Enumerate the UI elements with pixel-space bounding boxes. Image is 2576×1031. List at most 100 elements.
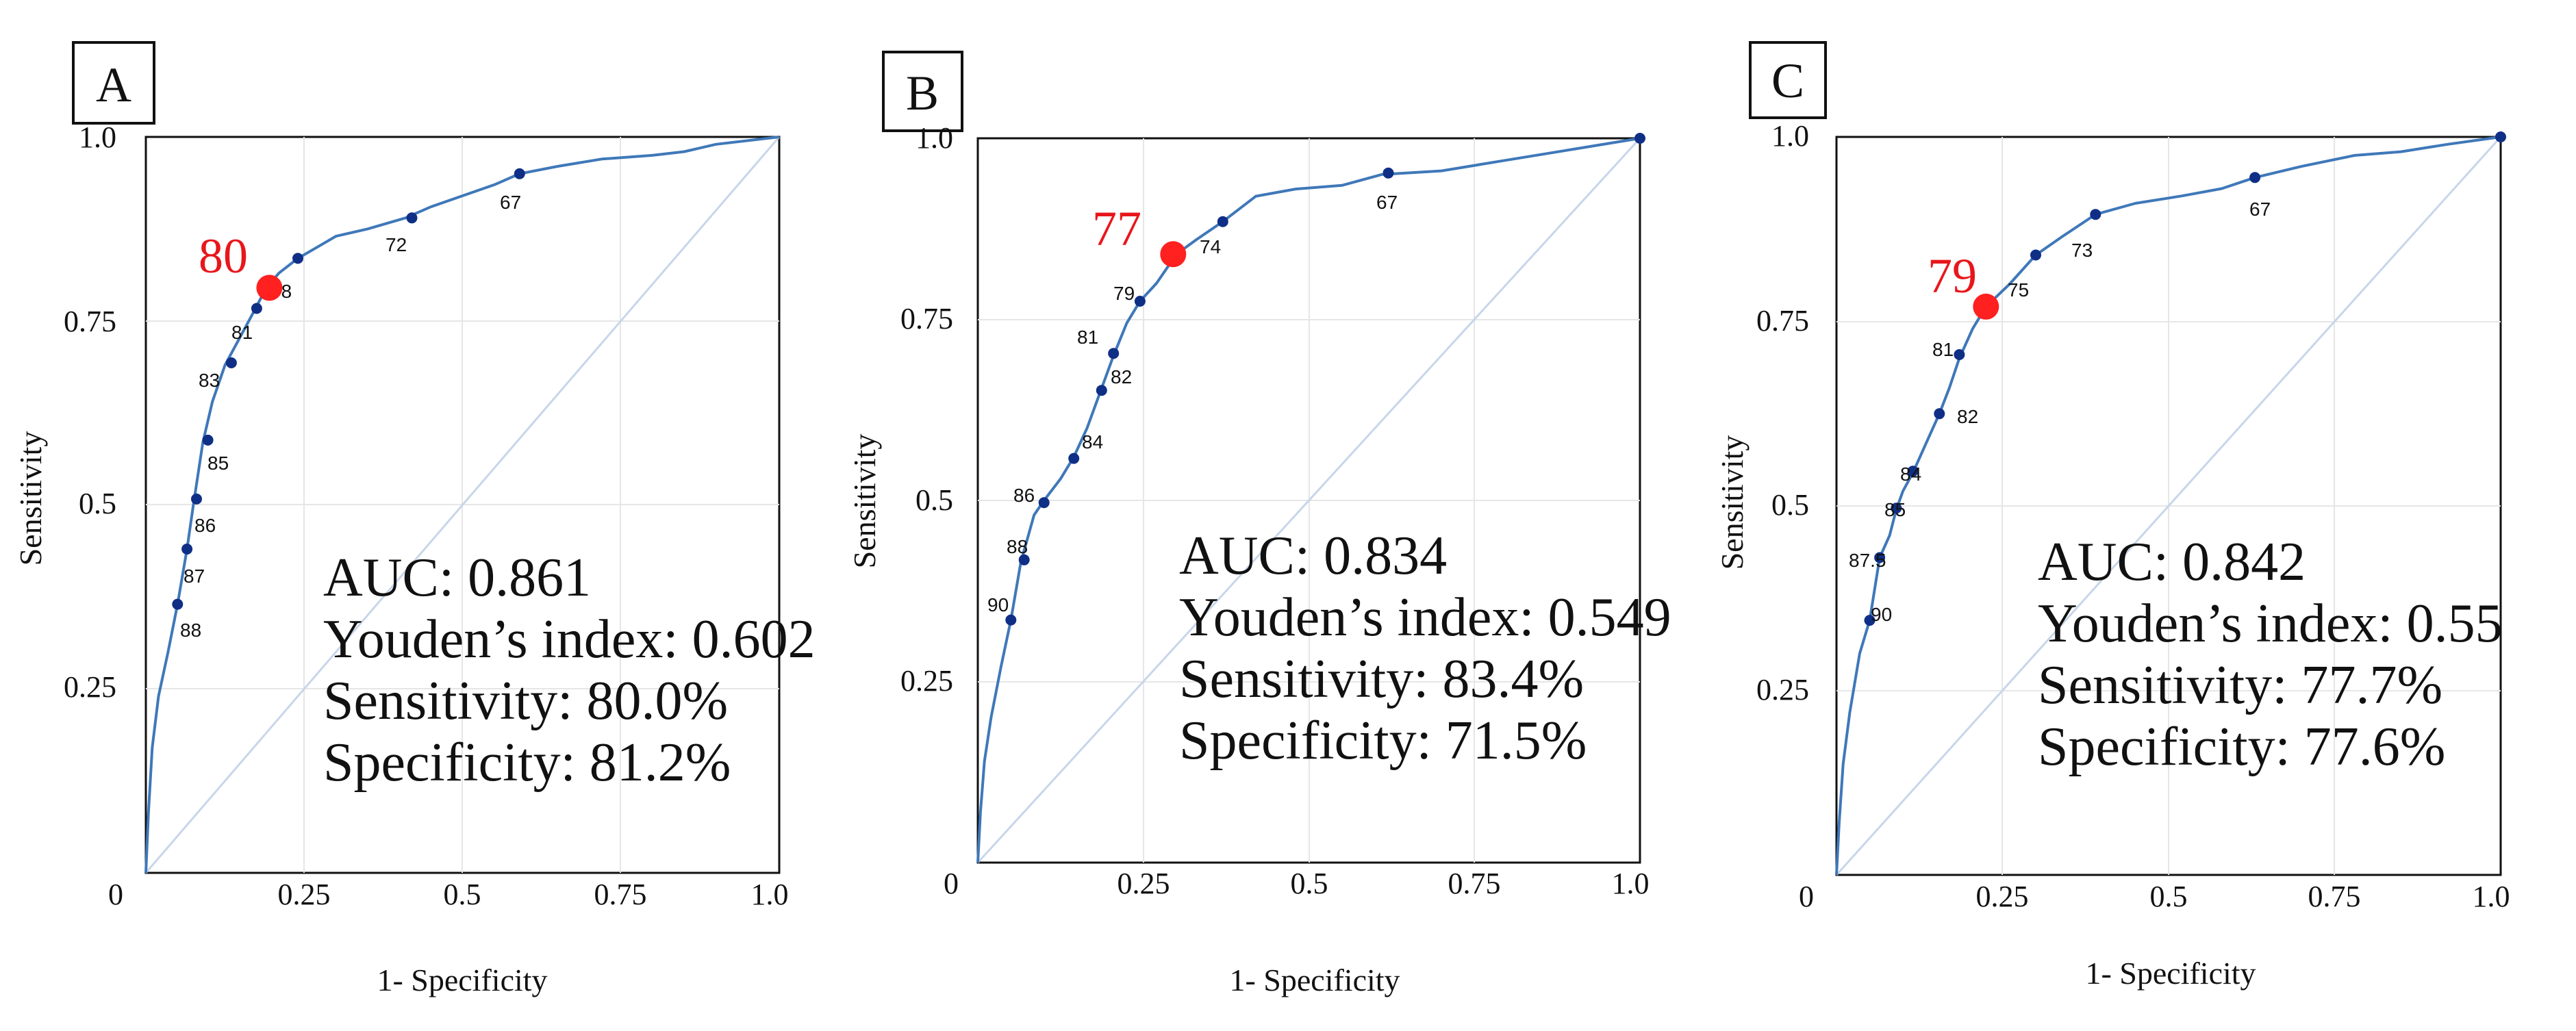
panel-c-label-67: 67 [2249,199,2271,220]
panel-b-y-tick-0.25: 0.25 [900,664,953,698]
panel-a-diagonal [144,136,781,874]
panel-c-point-85 [1891,502,1902,514]
panel-c-stats: AUC: 0.842 Youden’s index: 0.55 Sensitiv… [2038,532,2503,777]
panel-b-auc: AUC: 0.834 [1179,526,1447,586]
panel-a-sensitivity: Sensitivity: 80.0% [323,671,728,731]
panel-b-point-labels: 67 74 79 81 82 84 86 88 90 [987,192,1398,615]
panel-c-roc-curve [1835,136,2501,876]
panel-b-x-ticks: 0 0.25 0.5 0.75 1.0 [944,867,1650,900]
panel-b-label-88: 88 [1007,536,1028,557]
panel-b-youden: Youden’s index: 0.549 [1179,587,1671,648]
panel-b-label-74: 74 [1200,236,1221,257]
panel-c-point-labels: 67 73 75 81 82 84 85 87.5 90 [1849,199,2271,625]
panel-b-y-tick-0.75: 0.75 [900,302,953,335]
panel-b-diagonal [976,137,1641,864]
panel-c-optimal-label: 79 [1928,249,1977,303]
panel-b-point-90 [1005,614,1017,626]
panel-c-diagonal [1835,136,2502,876]
panel-b-label-81: 81 [1077,327,1098,348]
panel-c-sensitivity: Sensitivity: 77.7% [2038,655,2442,715]
panel-c-x-axis-title: 1- Specificity [2085,956,2256,991]
panel-c-x-ticks: 0 0.25 0.5 0.75 1.0 [1799,880,2510,913]
panel-a-x-axis-title: 1- Specificity [377,963,547,997]
panel-b-x-tick-0.5: 0.5 [1291,867,1328,900]
panel-b-letter: B [906,66,939,120]
panel-c-x-tick-1.0: 1.0 [2473,880,2510,913]
panel-c-point-87.5 [1874,552,1886,563]
panel-a-label-72: 72 [386,234,407,255]
panel-a-y-ticks: 0.25 0.5 0.75 1.0 [64,120,116,704]
panel-c-label-90: 90 [1871,604,1892,625]
panel-a-x-tick-0.25: 0.25 [278,878,331,911]
panel-b-stats: AUC: 0.834 Youden’s index: 0.549 Sensiti… [1179,526,1671,771]
panel-a-optimal-label: 80 [199,229,248,283]
panel-a: A 67 72 78 81 83 [13,41,816,997]
panel-a-point-81 [251,303,262,314]
panel-c-label-75: 75 [2008,279,2029,301]
panel-b-x-tick-0: 0 [944,867,959,900]
panel-b-x-tick-1.0: 1.0 [1612,867,1650,900]
panel-a-x-tick-0.5: 0.5 [444,878,481,911]
panel-a-label-67: 67 [500,192,521,213]
panel-c-y-axis-title: Sensitivity [1715,435,1750,570]
panel-a-roc-curve [144,136,780,874]
panel-c-y-ticks: 0.25 0.5 0.75 1.0 [1756,119,1809,707]
panel-b-sensitivity: Sensitivity: 83.4% [1179,649,1584,709]
panel-c-label-85: 85 [1884,499,1906,520]
panel-b-point-88 [1018,554,1030,565]
panel-b-point-84 [1068,453,1080,464]
panel-a-point-87 [181,544,193,555]
panel-a-x-ticks: 0 0.25 0.5 0.75 1.0 [108,878,789,911]
panel-c-x-tick-0.75: 0.75 [2308,880,2361,913]
panel-b-optimal-label: 77 [1092,201,1141,256]
panel-c: C 67 73 75 81 82 [1715,41,2510,991]
panel-a-letter-box [72,41,155,125]
panel-c-points [1864,131,2506,626]
panel-b-x-axis-title: 1- Specificity [1229,963,1400,997]
panel-b-point-82 [1096,385,1107,396]
panel-a-label-83: 83 [199,370,220,391]
panel-b-y-tick-1.0: 1.0 [916,121,953,155]
panel-b-x-tick-0.75: 0.75 [1448,867,1501,900]
panel-a-point-72 [406,212,418,224]
panel-c-x-tick-0: 0 [1799,880,1814,913]
panel-b-point-81 [1108,348,1120,359]
panel-c-y-tick-0.5: 0.5 [1771,488,1809,522]
panel-c-point-90 [1864,615,1876,626]
panel-a-y-tick-0.25: 0.25 [64,670,116,704]
panel-b-label-86: 86 [1013,485,1035,506]
panel-a-point-85 [202,434,214,446]
panel-a-point-83 [225,357,237,368]
panel-b-label-84: 84 [1082,431,1103,453]
panel-c-auc: AUC: 0.842 [2038,532,2306,592]
panel-c-point-75 [2030,249,2041,261]
panel-a-auc: AUC: 0.861 [323,548,591,608]
panel-b-point-67 [1382,167,1394,179]
panel-b-y-ticks: 0.25 0.5 0.75 1.0 [900,121,953,698]
panel-c-label-73: 73 [2071,240,2093,261]
panel-c-label-87.5: 87.5 [1849,550,1886,571]
panel-a-stats: AUC: 0.861 Youden’s index: 0.602 Sensiti… [323,548,816,793]
panel-b: B 67 74 79 81 82 [847,51,1671,997]
panel-c-point-82 [1934,408,1945,420]
panel-a-point-86 [191,493,202,505]
panel-a-point-78 [292,253,303,264]
panel-c-point-73 [2090,209,2101,220]
panel-a-youden: Youden’s index: 0.602 [323,609,816,670]
panel-a-label-87: 87 [184,565,205,587]
panel-b-roc-curve [976,137,1641,863]
panel-b-optimal-point [1160,241,1187,268]
panel-b-point-79 [1134,296,1146,307]
panel-c-y-tick-1.0: 1.0 [1771,119,1809,153]
panel-a-label-81: 81 [231,322,253,343]
panel-c-x-tick-0.25: 0.25 [1976,880,2029,913]
panel-c-label-82: 82 [1957,406,1978,427]
panel-c-letter: C [1771,53,1804,108]
panel-a-letter: A [96,58,131,112]
panel-b-y-axis-title: Sensitivity [847,434,882,569]
panel-c-point-81 [1954,349,1965,360]
panel-c-point-67 [2249,172,2261,183]
panel-a-specificity: Specificity: 81.2% [323,733,731,793]
panel-c-specificity: Specificity: 77.6% [2038,717,2445,777]
